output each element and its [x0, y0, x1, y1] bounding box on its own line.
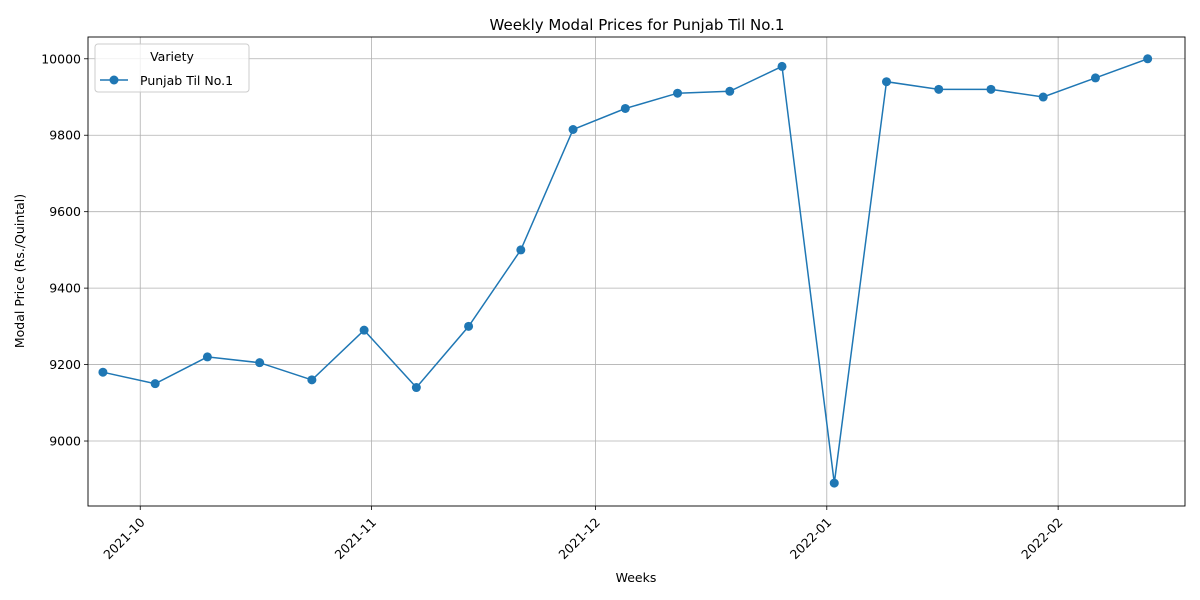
- data-point: [307, 375, 317, 385]
- series-layer: [98, 54, 1153, 488]
- legend-marker-swatch: [109, 75, 119, 85]
- data-point: [150, 379, 160, 389]
- data-point: [202, 352, 212, 362]
- data-point: [620, 103, 630, 113]
- y-tick-label: 9400: [49, 281, 81, 296]
- legend-entry-label: Punjab Til No.1: [140, 73, 233, 88]
- data-point: [881, 77, 891, 87]
- data-point: [986, 84, 996, 94]
- x-axis: 2021-10 2021-11 2021-12 2022-01 2022-02: [100, 506, 1066, 563]
- plot-area-frame: [87, 36, 1186, 507]
- x-tick-label: 2021-11: [332, 515, 380, 563]
- data-point: [464, 321, 474, 331]
- data-point: [1090, 73, 1100, 83]
- x-tick-label: 2022-02: [1018, 515, 1066, 563]
- data-point: [98, 367, 108, 377]
- data-point: [934, 84, 944, 94]
- y-tick-label: 9000: [49, 434, 81, 449]
- legend: Variety Punjab Til No.1: [94, 43, 250, 93]
- legend-box: [94, 43, 250, 93]
- y-tick-label: 9600: [49, 204, 81, 219]
- grid: [88, 37, 1185, 506]
- data-point: [568, 125, 578, 135]
- x-tick-label: 2021-12: [555, 515, 603, 563]
- y-axis-label: Modal Price (Rs./Quintal): [12, 194, 27, 348]
- data-point: [1143, 54, 1153, 64]
- data-point: [829, 478, 839, 488]
- y-tick-label: 9200: [49, 357, 81, 372]
- legend-title: Variety: [150, 49, 194, 64]
- series-line: [102, 58, 1148, 484]
- y-tick-label: 10000: [41, 51, 81, 66]
- data-point: [1038, 92, 1048, 102]
- data-point: [673, 88, 683, 98]
- data-point: [411, 383, 421, 393]
- data-point: [359, 325, 369, 335]
- x-tick-label: 2021-10: [100, 515, 148, 563]
- x-axis-label: Weeks: [616, 570, 657, 585]
- data-point: [725, 86, 735, 96]
- y-tick-label: 9800: [49, 128, 81, 143]
- chart-title: Weekly Modal Prices for Punjab Til No.1: [490, 16, 785, 34]
- data-point: [516, 245, 526, 255]
- y-axis: 9000 9200 9400 9600 9800 10000: [41, 51, 88, 449]
- data-point: [255, 358, 265, 368]
- data-point: [777, 61, 787, 71]
- x-tick-label: 2022-01: [787, 515, 835, 563]
